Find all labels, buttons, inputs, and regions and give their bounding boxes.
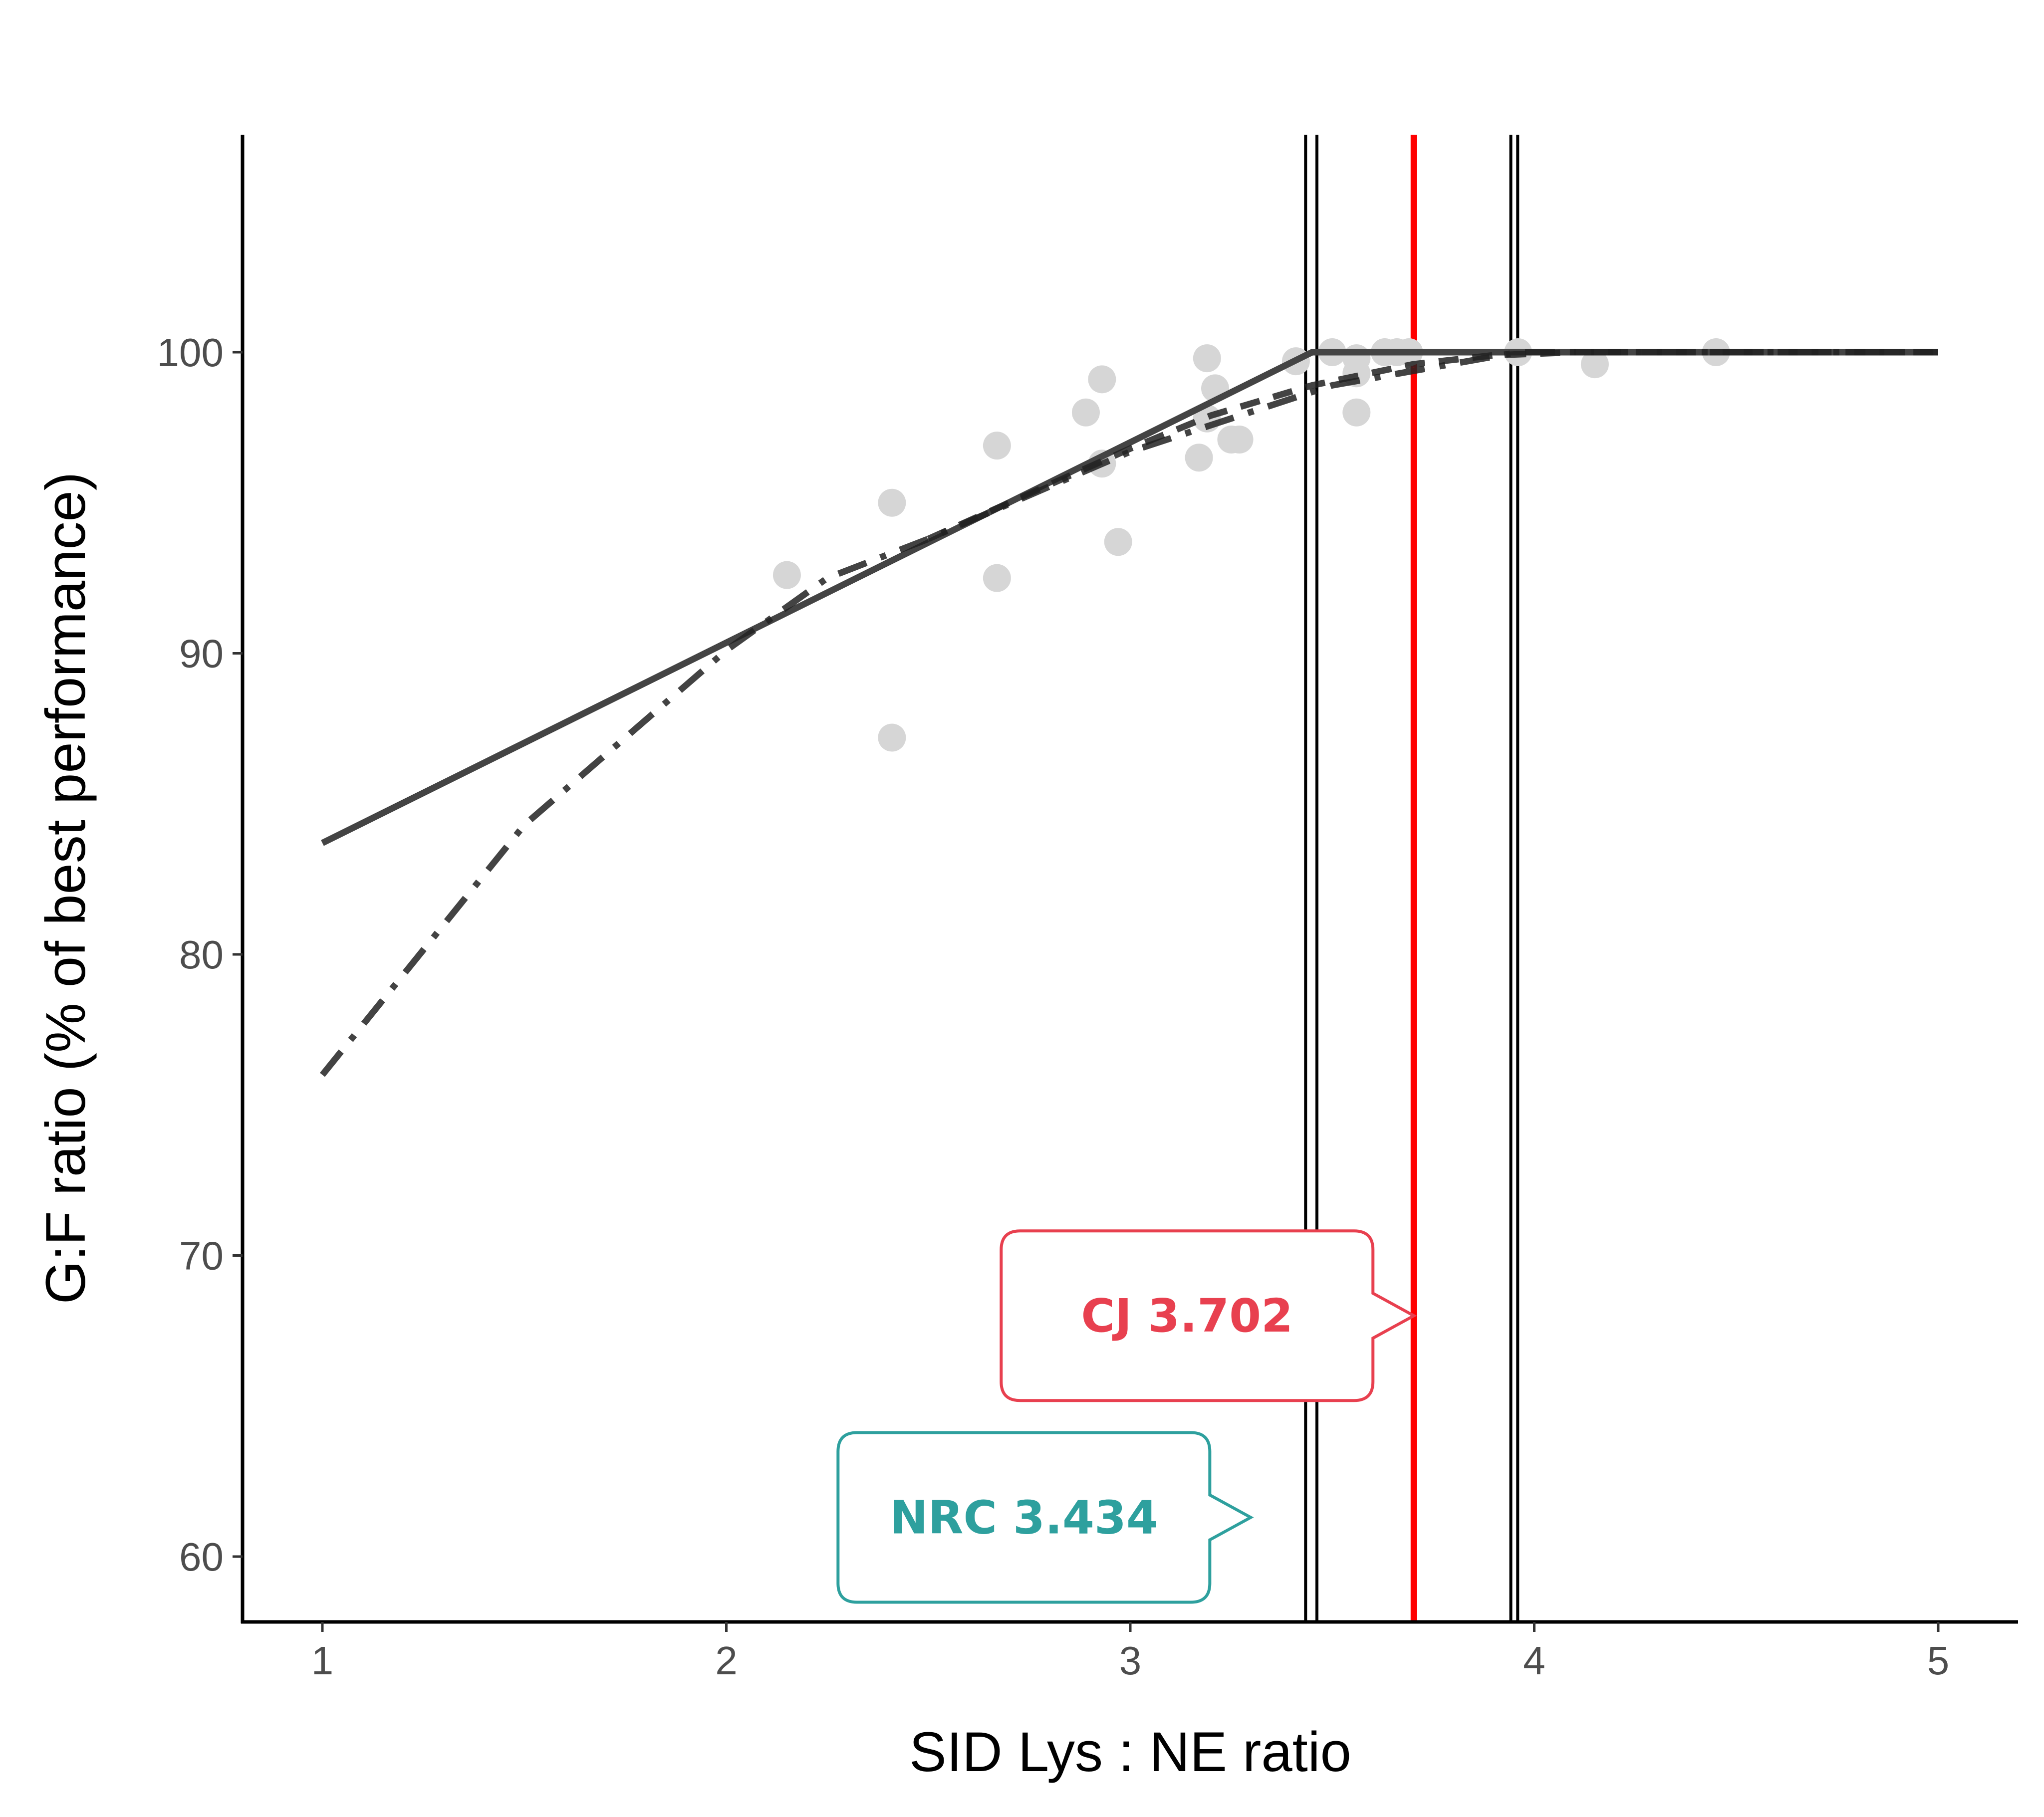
- data-point: [1088, 365, 1116, 394]
- data-point: [1342, 398, 1371, 427]
- data-point: [1104, 528, 1132, 556]
- series-curvilinear: [927, 349, 1938, 542]
- data-point: [1185, 444, 1213, 472]
- x-tick-label: 3: [1119, 1638, 1142, 1683]
- x-tick-label: 4: [1523, 1638, 1545, 1683]
- annotation-callout: [836, 1431, 1254, 1604]
- y-tick-label: 60: [179, 1535, 224, 1579]
- data-point: [1193, 344, 1221, 373]
- data-point: [772, 561, 801, 589]
- data-point: [1071, 398, 1100, 427]
- x-tick-label: 2: [715, 1638, 738, 1683]
- data-point: [1225, 426, 1254, 454]
- data-point: [983, 432, 1011, 460]
- annotation-label: NRC 3.434: [890, 1491, 1158, 1545]
- data-point: [1580, 350, 1609, 379]
- x-tick-label: 1: [311, 1638, 334, 1683]
- y-tick-label: 100: [157, 330, 224, 375]
- x-axis-title: SID Lys : NE ratio: [909, 1721, 1351, 1783]
- annotation-label: CJ 3.702: [1081, 1289, 1293, 1343]
- y-tick-label: 80: [179, 932, 224, 977]
- y-axis-title: G:F ratio (% of best performance): [34, 472, 97, 1304]
- series-quadratic-plateau: [319, 349, 1938, 1077]
- y-tick-label: 90: [179, 632, 224, 676]
- y-tick-label: 70: [179, 1234, 224, 1278]
- annotation-callout: [1000, 1229, 1417, 1402]
- data-point: [878, 488, 906, 517]
- series-broken-line: [321, 349, 1938, 846]
- x-tick-label: 5: [1927, 1638, 1950, 1683]
- data-point: [878, 723, 906, 752]
- data-point: [983, 564, 1011, 592]
